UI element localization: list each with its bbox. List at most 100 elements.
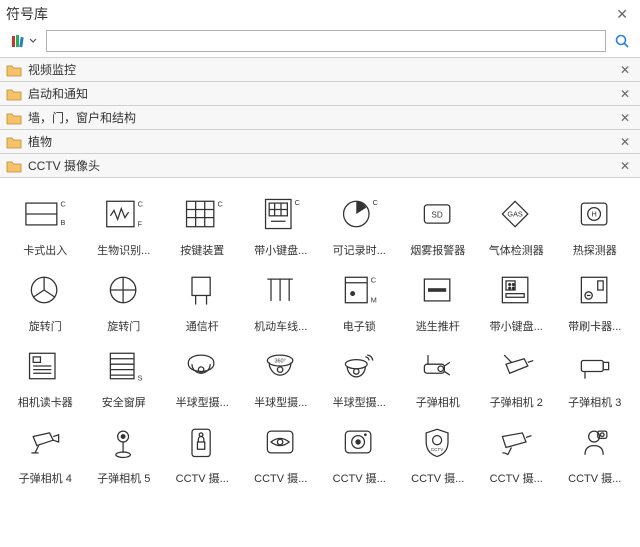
symbol-item[interactable]: 子弹相机 2 bbox=[479, 340, 554, 412]
bullet5-icon bbox=[97, 418, 151, 466]
close-icon[interactable]: ✕ bbox=[612, 6, 632, 23]
symbol-item[interactable]: C 带小键盘... bbox=[244, 188, 319, 260]
library-dropdown-button[interactable] bbox=[6, 30, 42, 52]
card-reader-panel-icon bbox=[568, 266, 622, 314]
symbol-item[interactable]: 带小键盘... bbox=[479, 264, 554, 336]
category-close-icon[interactable]: ✕ bbox=[616, 135, 634, 149]
svg-text:C: C bbox=[137, 200, 142, 209]
symbol-label: 电子锁 bbox=[343, 318, 376, 334]
category-row[interactable]: CCTV 摄像头 ✕ bbox=[0, 153, 640, 178]
cctv-person-icon bbox=[568, 418, 622, 466]
symbol-item[interactable]: 逃生推杆 bbox=[401, 264, 476, 336]
symbol-label: 烟雾报警器 bbox=[410, 242, 465, 258]
category-label: 视频监控 bbox=[28, 61, 610, 78]
symbol-label: 通信杆 bbox=[186, 318, 219, 334]
symbol-label: 热探测器 bbox=[573, 242, 617, 258]
bullet4-icon bbox=[18, 418, 72, 466]
symbol-label: 气体检测器 bbox=[489, 242, 544, 258]
symbol-item[interactable]: 360°半球型摄... bbox=[244, 340, 319, 412]
symbol-label: 按键装置 bbox=[180, 242, 224, 258]
symbol-item[interactable]: CCTV 摄... bbox=[165, 416, 240, 488]
biometric-icon: CF bbox=[97, 190, 151, 238]
search-input[interactable] bbox=[46, 30, 606, 52]
symbol-item[interactable]: CCTV 摄... bbox=[558, 416, 633, 488]
symbol-item[interactable]: 子弹相机 bbox=[401, 340, 476, 412]
search-button[interactable] bbox=[610, 30, 634, 52]
svg-text:C: C bbox=[218, 200, 223, 209]
gas-icon: GAS bbox=[489, 190, 543, 238]
symbol-label: CCTV 摄... bbox=[490, 470, 543, 486]
folder-icon bbox=[6, 135, 22, 149]
svg-text:GAS: GAS bbox=[508, 210, 523, 219]
symbol-item[interactable]: 通信杆 bbox=[165, 264, 240, 336]
category-row[interactable]: 启动和通知 ✕ bbox=[0, 81, 640, 106]
symbol-item[interactable]: 相机读卡器 bbox=[8, 340, 83, 412]
symbol-label: 带小键盘... bbox=[254, 242, 307, 258]
symbol-item[interactable]: CCTV 摄... bbox=[479, 416, 554, 488]
category-label: 墙，门，窗户和结构 bbox=[28, 109, 610, 126]
svg-text:C: C bbox=[294, 198, 299, 207]
symbol-item[interactable]: CM电子锁 bbox=[322, 264, 397, 336]
pole-icon bbox=[175, 266, 229, 314]
revolve2-icon bbox=[97, 266, 151, 314]
svg-text:B: B bbox=[61, 218, 66, 227]
category-close-icon[interactable]: ✕ bbox=[616, 87, 634, 101]
symbol-item[interactable]: CCTV 摄... bbox=[322, 416, 397, 488]
bullet1-icon bbox=[411, 342, 465, 390]
symbol-label: 子弹相机 bbox=[416, 394, 460, 410]
symbol-label: 子弹相机 3 bbox=[568, 394, 621, 410]
symbol-label: 半球型摄... bbox=[176, 394, 229, 410]
cctv-eye1-icon bbox=[254, 418, 308, 466]
dome-wave-icon bbox=[332, 342, 386, 390]
symbol-grid: C B 卡式出入 CF 生物识别... C 按键装置 C 带小键盘... C可记录时...SD烟雾… bbox=[0, 178, 640, 494]
category-row[interactable]: 植物 ✕ bbox=[0, 129, 640, 154]
dome1-icon bbox=[175, 342, 229, 390]
category-row[interactable]: 墙，门，窗户和结构 ✕ bbox=[0, 105, 640, 130]
keypad-c-icon: C bbox=[254, 190, 308, 238]
symbol-label: CCTV 摄... bbox=[333, 470, 386, 486]
category-row[interactable]: 视频监控 ✕ bbox=[0, 57, 640, 82]
exitbar-icon bbox=[411, 266, 465, 314]
symbol-item[interactable]: 半球型摄... bbox=[165, 340, 240, 412]
symbol-item[interactable]: 机动车线... bbox=[244, 264, 319, 336]
svg-text:C: C bbox=[373, 198, 378, 207]
cam-reader-icon bbox=[18, 342, 72, 390]
category-close-icon[interactable]: ✕ bbox=[616, 63, 634, 77]
revolve1-icon bbox=[18, 266, 72, 314]
category-close-icon[interactable]: ✕ bbox=[616, 159, 634, 173]
svg-text:C: C bbox=[371, 276, 376, 285]
symbol-label: 机动车线... bbox=[254, 318, 307, 334]
symbol-item[interactable]: 旋转门 bbox=[87, 264, 162, 336]
svg-text:H: H bbox=[591, 210, 596, 219]
category-close-icon[interactable]: ✕ bbox=[616, 111, 634, 125]
cctv-cam-icon bbox=[489, 418, 543, 466]
symbol-item[interactable]: 子弹相机 4 bbox=[8, 416, 83, 488]
symbol-item[interactable]: CB卡式出入 bbox=[8, 188, 83, 260]
symbol-label: 生物识别... bbox=[97, 242, 150, 258]
symbol-item[interactable]: 旋转门 bbox=[8, 264, 83, 336]
symbol-item[interactable]: GAS 气体检测器 bbox=[479, 188, 554, 260]
symbol-item[interactable]: 子弹相机 3 bbox=[558, 340, 633, 412]
symbol-item[interactable]: 带刷卡器... bbox=[558, 264, 633, 336]
symbol-item[interactable]: 半球型摄... bbox=[322, 340, 397, 412]
blinds-icon: S bbox=[97, 342, 151, 390]
svg-text:S: S bbox=[137, 374, 142, 383]
symbol-item[interactable]: SD烟雾报警器 bbox=[401, 188, 476, 260]
category-label: 植物 bbox=[28, 133, 610, 150]
symbol-label: 旋转门 bbox=[107, 318, 140, 334]
symbol-item[interactable]: C 按键装置 bbox=[165, 188, 240, 260]
symbol-item[interactable]: C可记录时... bbox=[322, 188, 397, 260]
symbol-item[interactable]: CCTV 摄... bbox=[244, 416, 319, 488]
symbol-label: 旋转门 bbox=[29, 318, 62, 334]
symbol-item[interactable]: CCTVCCTV 摄... bbox=[401, 416, 476, 488]
symbol-item[interactable]: 子弹相机 5 bbox=[87, 416, 162, 488]
svg-text:360°: 360° bbox=[274, 358, 285, 364]
symbol-item[interactable]: CF 生物识别... bbox=[87, 188, 162, 260]
symbol-label: 卡式出入 bbox=[23, 242, 67, 258]
folder-icon bbox=[6, 159, 22, 173]
category-label: CCTV 摄像头 bbox=[28, 157, 610, 174]
symbol-label: 逃生推杆 bbox=[416, 318, 460, 334]
symbol-label: 安全窗屏 bbox=[102, 394, 146, 410]
symbol-item[interactable]: S 安全窗屏 bbox=[87, 340, 162, 412]
symbol-item[interactable]: H 热探测器 bbox=[558, 188, 633, 260]
